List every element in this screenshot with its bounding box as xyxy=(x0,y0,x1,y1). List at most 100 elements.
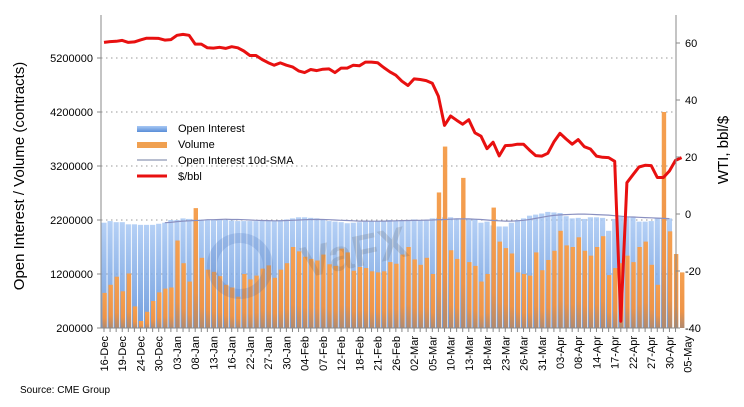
volume-bar xyxy=(649,264,654,328)
open-interest-bar xyxy=(271,221,277,328)
volume-bar xyxy=(546,259,551,328)
volume-bar xyxy=(230,287,235,328)
x-axis-ticks: 16-Dec 19-Dec 24-Dec 30-Dec 03-Jan 08-Jan 13-J… xyxy=(99,328,695,373)
x-tick-label: 22-Apr xyxy=(628,336,640,369)
volume-bars xyxy=(102,112,685,328)
x-tick-label: 03-Jan xyxy=(172,336,184,370)
volume-bar xyxy=(655,284,661,328)
legend: Open Interest Volume Open Interest 10d-S… xyxy=(137,123,294,183)
volume-bar xyxy=(382,271,387,328)
volume-bar xyxy=(643,241,648,328)
x-tick-label: 08-Apr xyxy=(573,336,585,369)
open-interest-bar xyxy=(478,222,484,328)
volume-bar xyxy=(680,272,685,328)
volume-bar xyxy=(467,262,472,328)
volume-bar xyxy=(351,270,357,328)
x-tick-label: 21-Feb xyxy=(373,336,385,371)
sma-line xyxy=(164,213,670,224)
left-axis-title: Open Interest / Volume (contracts) xyxy=(11,62,28,290)
volume-bar xyxy=(485,274,490,328)
x-tick-label: 10-Mar xyxy=(446,336,458,371)
volume-bar xyxy=(290,247,296,328)
left-tick-label: 3200000 xyxy=(50,161,93,173)
volume-bar xyxy=(564,245,569,328)
volume-bar xyxy=(521,274,527,328)
volume-bar xyxy=(132,306,138,328)
volume-bar xyxy=(284,263,290,328)
volume-bar xyxy=(211,271,217,328)
open-interest-bar xyxy=(113,222,119,328)
volume-bar xyxy=(534,252,539,328)
open-interest-bar xyxy=(429,218,435,328)
volume-bar xyxy=(315,260,320,328)
volume-bar xyxy=(473,265,478,328)
volume-bar xyxy=(631,262,636,328)
volume-bar xyxy=(260,268,265,328)
volume-bar xyxy=(327,264,332,328)
volume-bar xyxy=(442,146,448,328)
volume-bar xyxy=(102,292,107,328)
x-tick-label: 14-Apr xyxy=(592,336,604,369)
volume-bar xyxy=(163,288,168,328)
volume-bar xyxy=(509,253,515,328)
legend-label-price: $/bbl xyxy=(178,171,202,183)
open-interest-bar xyxy=(229,220,235,328)
x-tick-label: 23-Mar xyxy=(500,336,512,371)
open-interest-bar xyxy=(156,223,162,328)
volume-bar xyxy=(637,247,642,328)
volume-bar xyxy=(576,237,582,328)
open-interest-bar xyxy=(527,215,533,328)
volume-bar xyxy=(187,281,192,328)
volume-bar xyxy=(272,277,278,328)
volume-bar xyxy=(607,275,612,328)
volume-bar xyxy=(193,208,198,328)
volume-bar xyxy=(296,251,302,328)
volume-bar xyxy=(333,265,338,328)
right-tick-label: 0 xyxy=(685,209,691,221)
volume-bar xyxy=(224,284,229,328)
volume-bar xyxy=(303,256,308,328)
x-tick-label: 04-Feb xyxy=(300,336,312,371)
volume-bar xyxy=(242,274,247,328)
right-axis-title: WTI, bbl/$ xyxy=(715,115,732,184)
volume-bar xyxy=(491,207,496,328)
left-tick-label: 4200000 xyxy=(50,107,93,119)
x-tick-label: 19-Dec xyxy=(117,336,129,372)
volume-bar xyxy=(540,270,545,328)
source-note: Source: CME Group xyxy=(20,385,111,396)
volume-bar xyxy=(455,258,460,328)
volume-bar xyxy=(205,269,211,328)
volume-bar xyxy=(114,276,119,328)
volume-bar xyxy=(424,257,430,328)
volume-bar xyxy=(309,258,314,328)
right-tick-label: -20 xyxy=(685,266,701,278)
volume-bar xyxy=(552,250,557,328)
x-tick-label: 30-Apr xyxy=(664,336,676,369)
x-tick-label: 26-Feb xyxy=(391,336,403,371)
x-tick-label: 02-Mar xyxy=(409,336,421,371)
volume-bar xyxy=(321,254,326,328)
volume-bar xyxy=(181,263,186,328)
volume-bar xyxy=(594,247,600,328)
volume-bar xyxy=(661,112,667,328)
left-axis-ticks: 200000 1200000 2200000 3200000 4200000 520000… xyxy=(50,53,101,335)
x-tick-label: 27-Apr xyxy=(646,336,658,369)
volume-bar xyxy=(157,292,162,328)
open-interest-bar xyxy=(137,224,144,328)
volume-bar xyxy=(120,291,126,328)
volume-bar xyxy=(376,272,381,328)
volume-bar xyxy=(613,268,618,328)
volume-bar xyxy=(406,247,411,328)
x-tick-label: 16-Dec xyxy=(99,336,111,372)
open-interest-bar xyxy=(247,221,253,328)
legend-label-sma: Open Interest 10d-SMA xyxy=(178,155,294,167)
open-interest-bar xyxy=(150,224,156,328)
right-tick-label: -40 xyxy=(685,323,701,335)
volume-bar xyxy=(254,275,259,328)
volume-bar xyxy=(570,247,575,328)
volume-bar xyxy=(412,259,417,328)
volume-bar xyxy=(108,284,113,328)
volume-bar xyxy=(169,287,174,328)
volume-bar xyxy=(144,311,150,328)
